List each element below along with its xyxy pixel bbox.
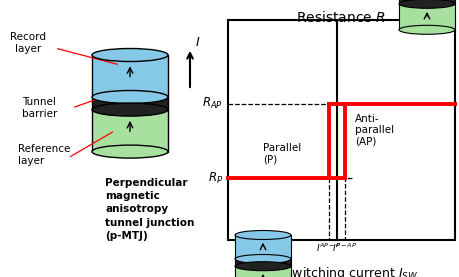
Ellipse shape bbox=[92, 48, 168, 61]
Ellipse shape bbox=[235, 230, 291, 240]
Text: Perpendicular
magnetic
anisotropy
tunnel junction
(p-MTJ): Perpendicular magnetic anisotropy tunnel… bbox=[105, 178, 194, 241]
Polygon shape bbox=[235, 235, 291, 259]
Ellipse shape bbox=[92, 103, 168, 116]
Polygon shape bbox=[92, 97, 168, 110]
Text: Tunnel
barrier: Tunnel barrier bbox=[22, 97, 57, 119]
Text: $I^{P-AP}$: $I^{P-AP}$ bbox=[332, 242, 358, 254]
Polygon shape bbox=[92, 110, 168, 152]
Polygon shape bbox=[399, 4, 455, 30]
Ellipse shape bbox=[92, 145, 168, 158]
Text: $R_{AP}$: $R_{AP}$ bbox=[202, 96, 223, 111]
Polygon shape bbox=[235, 259, 291, 266]
Polygon shape bbox=[235, 266, 291, 277]
Polygon shape bbox=[399, 0, 455, 4]
Ellipse shape bbox=[399, 25, 455, 34]
Ellipse shape bbox=[399, 0, 455, 1]
Text: Resistance $R$: Resistance $R$ bbox=[297, 10, 386, 25]
Ellipse shape bbox=[235, 262, 291, 271]
Ellipse shape bbox=[235, 255, 291, 263]
Bar bbox=[228, 20, 455, 240]
Polygon shape bbox=[92, 55, 168, 97]
Text: $R_P$: $R_P$ bbox=[208, 171, 223, 186]
Ellipse shape bbox=[92, 91, 168, 104]
Text: $I$: $I$ bbox=[195, 35, 201, 48]
Text: Parallel
(P): Parallel (P) bbox=[263, 143, 301, 165]
Text: Record
layer: Record layer bbox=[10, 32, 46, 54]
Ellipse shape bbox=[399, 0, 455, 8]
Text: Anti-
parallel
(AP): Anti- parallel (AP) bbox=[355, 114, 394, 147]
Text: $I^{AP-P}$: $I^{AP-P}$ bbox=[316, 242, 341, 254]
Text: Reference
layer: Reference layer bbox=[18, 144, 70, 166]
Text: Switching current $I_{SW}$: Switching current $I_{SW}$ bbox=[284, 265, 419, 277]
